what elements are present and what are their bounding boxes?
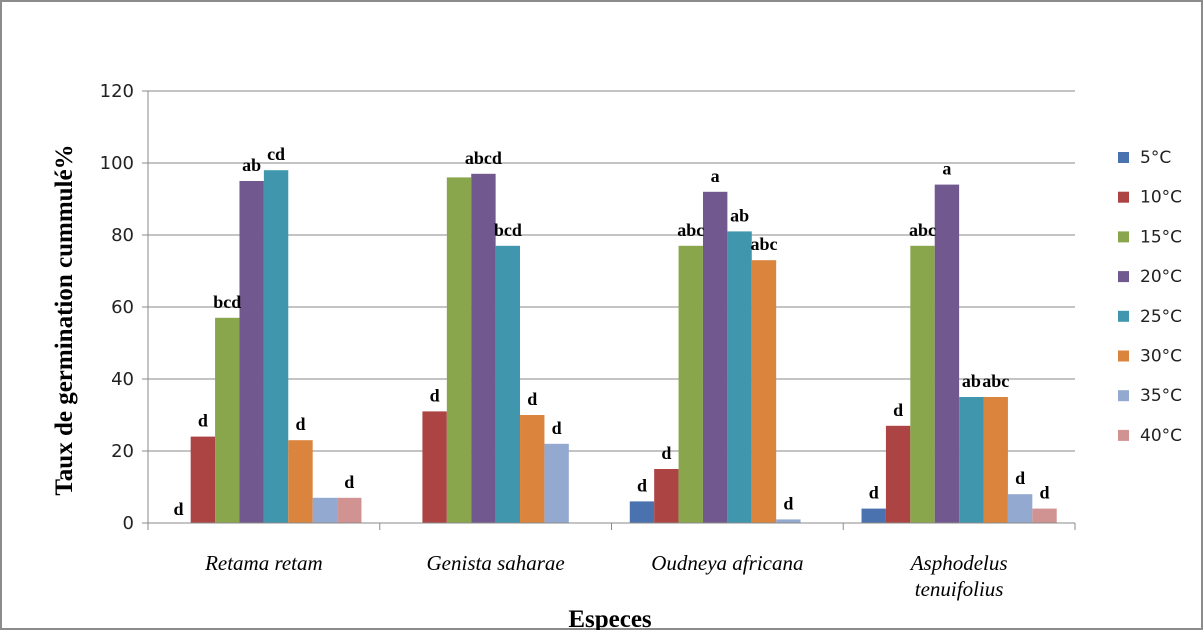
significance-letter: ab bbox=[242, 155, 261, 175]
bar-40°C bbox=[1032, 509, 1056, 523]
legend-swatch bbox=[1118, 152, 1129, 163]
legend-swatch bbox=[1118, 311, 1129, 322]
significance-letter: d bbox=[1040, 483, 1050, 503]
y-tick-label: 40 bbox=[111, 369, 134, 390]
legend-label: 15°C bbox=[1140, 227, 1182, 247]
legend-swatch bbox=[1118, 271, 1129, 282]
significance-letter: ab bbox=[730, 205, 749, 225]
bar-30°C bbox=[984, 397, 1008, 523]
bar-15°C bbox=[679, 246, 703, 523]
legend-label: 30°C bbox=[1140, 347, 1182, 367]
significance-letter: a bbox=[942, 159, 951, 179]
bar-10°C bbox=[191, 437, 215, 523]
significance-letter: d bbox=[198, 411, 208, 431]
bar-20°C bbox=[703, 192, 727, 523]
bar-5°C bbox=[630, 501, 654, 523]
legend: 5°C 10°C 15°C 20°C 25°C 30°C 35°C 40°C bbox=[1118, 148, 1182, 446]
legend-swatch bbox=[1118, 231, 1129, 242]
significance-letter: abc bbox=[982, 371, 1009, 391]
bar-15°C bbox=[910, 246, 934, 523]
y-tick-label: 20 bbox=[111, 441, 134, 462]
legend-label: 20°C bbox=[1140, 267, 1182, 287]
significance-letter: d bbox=[295, 414, 305, 434]
significance-letter: abc bbox=[750, 234, 777, 254]
significance-letter: d bbox=[527, 389, 537, 409]
significance-letter: d bbox=[173, 499, 183, 519]
x-axis-title: Especes bbox=[568, 606, 652, 630]
bar-25°C bbox=[496, 246, 520, 523]
legend-label: 5°C bbox=[1140, 148, 1171, 168]
bar-40°C bbox=[337, 498, 361, 523]
significance-letter: d bbox=[430, 385, 440, 405]
bar-10°C bbox=[886, 426, 910, 523]
significance-letter: abc bbox=[677, 220, 704, 240]
bar-10°C bbox=[422, 411, 446, 523]
bar-25°C bbox=[264, 170, 288, 523]
bar-15°C bbox=[447, 177, 471, 523]
legend-swatch bbox=[1118, 430, 1129, 441]
legend-label: 40°C bbox=[1140, 426, 1182, 446]
category-label: Asphodelus tenuifolius bbox=[909, 551, 1008, 601]
bar-35°C bbox=[313, 498, 337, 523]
bar-15°C bbox=[215, 318, 239, 523]
legend-swatch bbox=[1118, 192, 1129, 203]
significance-letter: bcd bbox=[494, 220, 522, 240]
significance-letter: abcd bbox=[465, 148, 502, 168]
legend-swatch bbox=[1118, 390, 1129, 401]
bar-20°C bbox=[935, 185, 959, 523]
bar-30°C bbox=[288, 440, 312, 523]
significance-letter: bcd bbox=[213, 292, 241, 312]
significance-letter: d bbox=[1015, 468, 1025, 488]
significance-letter: d bbox=[661, 443, 671, 463]
significance-letter: d bbox=[893, 400, 903, 420]
bar-25°C bbox=[959, 397, 983, 523]
y-tick-label: 0 bbox=[123, 513, 134, 534]
bar-30°C bbox=[520, 415, 544, 523]
bar-35°C bbox=[1008, 494, 1032, 523]
significance-letter: d bbox=[552, 418, 562, 438]
significance-letter: ab bbox=[962, 371, 981, 391]
significance-letter: d bbox=[344, 472, 354, 492]
legend-swatch bbox=[1118, 351, 1129, 362]
bar-25°C bbox=[727, 231, 751, 523]
y-axis-title: Taux de germination cummulé% bbox=[51, 144, 78, 495]
significance-letter: cd bbox=[267, 144, 285, 164]
category-label: Retama retam bbox=[204, 551, 323, 575]
legend-label: 35°C bbox=[1140, 386, 1182, 406]
legend-label: 10°C bbox=[1140, 188, 1182, 208]
bar-10°C bbox=[654, 469, 678, 523]
bar-5°C bbox=[862, 509, 886, 523]
y-tick-label: 60 bbox=[111, 297, 134, 318]
y-tick-label: 120 bbox=[100, 81, 134, 102]
bar-35°C bbox=[544, 444, 568, 523]
significance-letter: a bbox=[711, 166, 720, 186]
bar-20°C bbox=[471, 174, 495, 523]
category-label: Oudneya africana bbox=[651, 551, 803, 575]
bar-30°C bbox=[752, 260, 776, 523]
significance-letter: abc bbox=[909, 220, 936, 240]
legend-label: 25°C bbox=[1140, 307, 1182, 327]
significance-letter: d bbox=[869, 483, 879, 503]
significance-letter: d bbox=[783, 493, 793, 513]
y-tick-label: 100 bbox=[100, 153, 134, 174]
y-tick-label: 80 bbox=[111, 225, 134, 246]
significance-letter: d bbox=[637, 475, 647, 495]
bar-35°C bbox=[776, 519, 800, 523]
bar-20°C bbox=[239, 181, 263, 523]
category-label: Genista saharae bbox=[427, 551, 565, 575]
